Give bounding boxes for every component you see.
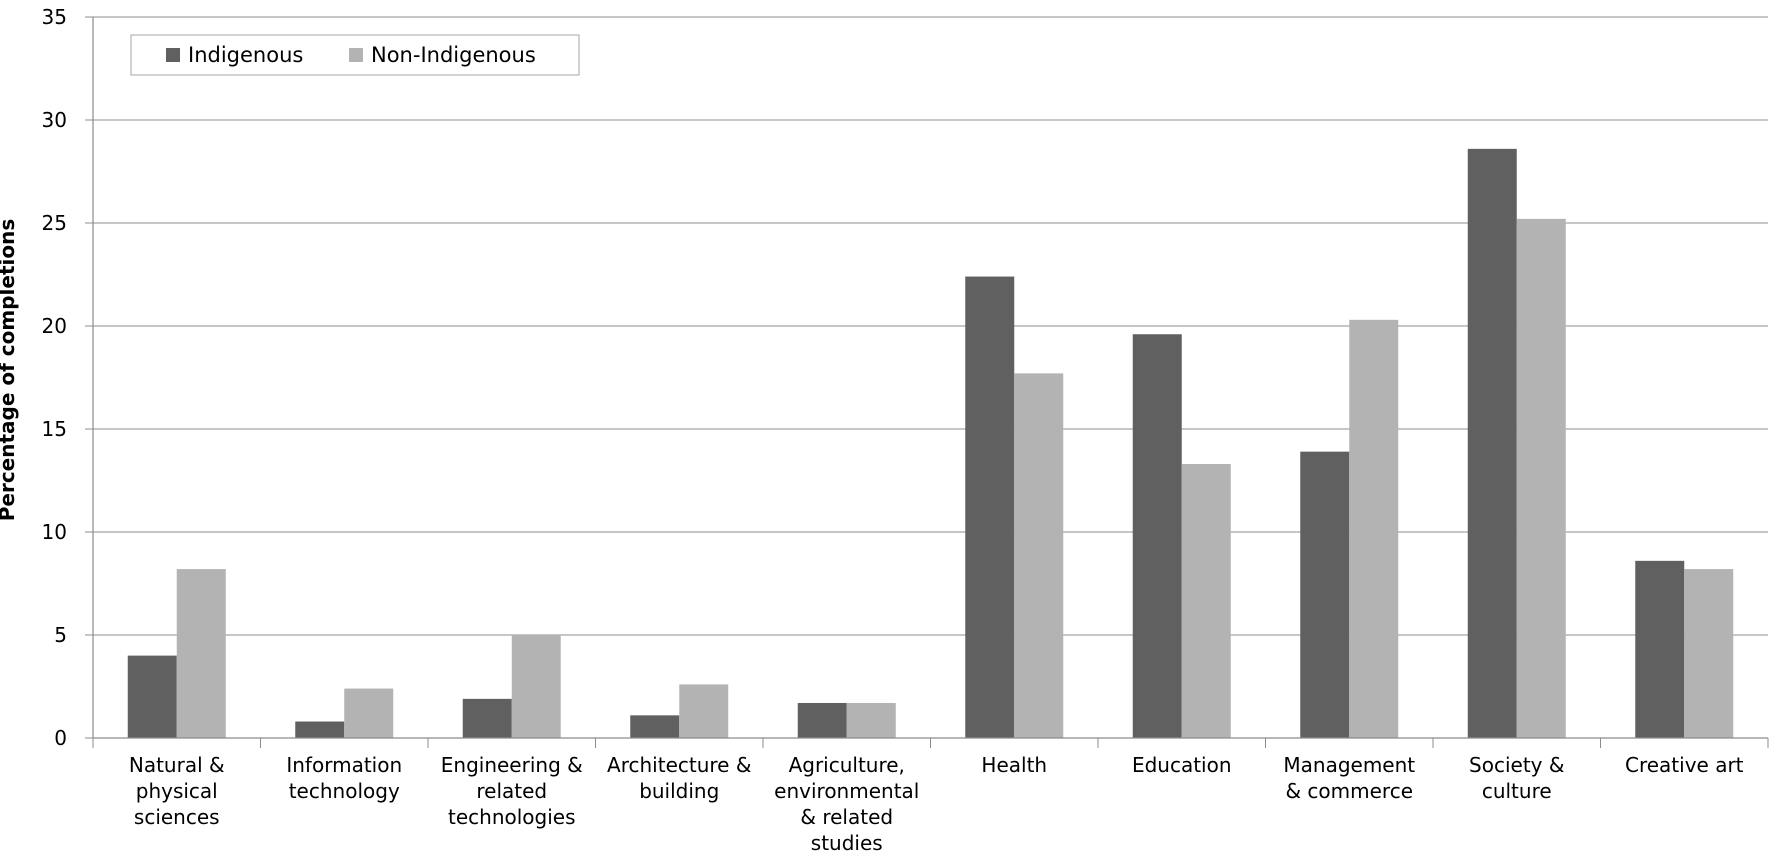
x-category-label: Creative art	[1625, 753, 1744, 777]
y-tick-label: 35	[42, 5, 67, 29]
bar-non-indigenous	[679, 684, 729, 738]
y-tick-label: 30	[42, 108, 67, 132]
y-tick-label: 25	[42, 211, 67, 235]
y-tick-label: 10	[42, 520, 67, 544]
y-tick-label: 15	[42, 417, 67, 441]
legend-swatch	[349, 48, 363, 62]
x-category-label: Society & culture	[1469, 753, 1564, 803]
bar-indigenous	[797, 702, 847, 738]
bar-indigenous	[127, 655, 177, 738]
bar-indigenous	[630, 715, 680, 738]
bar-non-indigenous	[1349, 319, 1399, 738]
bar-indigenous	[1132, 334, 1182, 738]
legend: Indigenous Non-Indigenous	[130, 34, 580, 76]
legend-swatch	[166, 48, 180, 62]
bar-indigenous	[462, 698, 512, 738]
legend-label: Indigenous	[188, 43, 303, 67]
y-tick-label: 20	[42, 314, 67, 338]
bar-non-indigenous	[176, 569, 226, 738]
bar-non-indigenous	[846, 702, 896, 738]
x-category-label: Architecture & building	[607, 753, 751, 803]
bar-indigenous	[1300, 451, 1350, 738]
bar-non-indigenous	[1181, 464, 1231, 738]
bar-indigenous	[1635, 560, 1685, 738]
bar-indigenous	[295, 721, 345, 738]
bar-non-indigenous	[511, 635, 561, 738]
x-category-label: Management & commerce	[1283, 753, 1415, 803]
y-axis-label: Percentage of completions	[0, 219, 19, 522]
bars	[127, 148, 1734, 739]
x-category-label: Health	[981, 753, 1047, 777]
bar-indigenous	[1467, 148, 1517, 739]
x-category-label: Education	[1132, 753, 1232, 777]
bar-non-indigenous	[1014, 373, 1064, 738]
x-category-label: Natural & physical sciences	[129, 753, 225, 829]
y-tick-label: 5	[54, 623, 67, 647]
bar-non-indigenous	[1516, 218, 1566, 738]
gridlines	[93, 16, 1768, 636]
legend-label: Non-Indigenous	[371, 43, 536, 67]
axes: 0 5 10 15 20 25 30 35 Natural & physical sciences I…	[42, 5, 1769, 855]
bar-indigenous	[965, 276, 1015, 738]
x-category-label: Engineering & related technologies	[441, 753, 583, 829]
bar-non-indigenous	[1684, 569, 1734, 738]
y-tick-label: 0	[54, 726, 67, 750]
bar-non-indigenous	[344, 688, 394, 738]
x-category-label: Agriculture, environmental & related studie…	[774, 753, 919, 854]
x-category-label: Information technology	[286, 753, 402, 803]
